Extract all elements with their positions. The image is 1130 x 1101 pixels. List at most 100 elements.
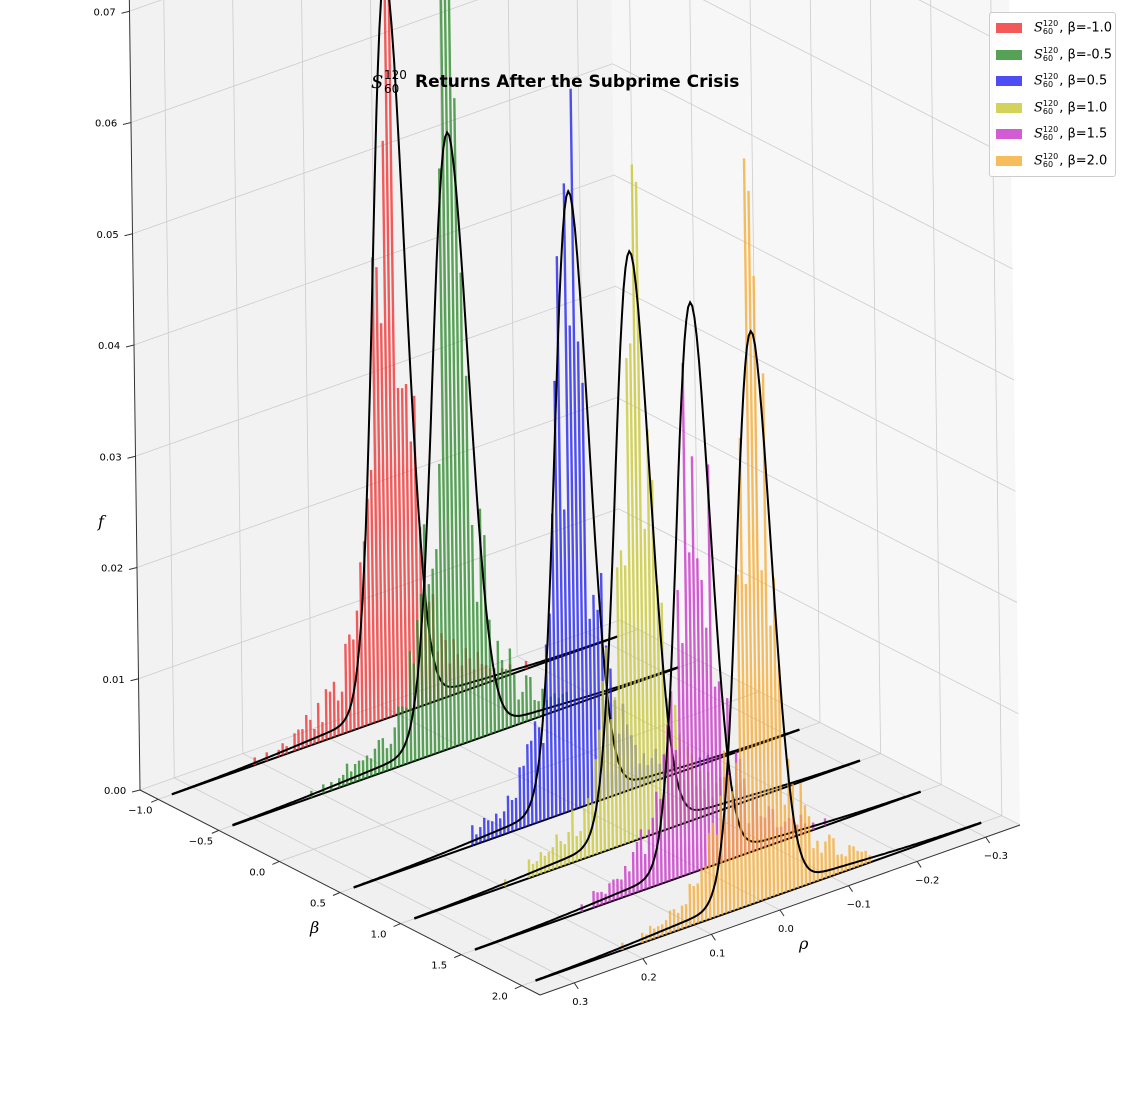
- hist-bar: [727, 775, 732, 912]
- hist-bar: [707, 832, 712, 920]
- hist-bar: [530, 740, 534, 825]
- legend-item: S 120 60, β=1.5: [996, 124, 1107, 144]
- gridline-z: [138, 508, 1019, 715]
- x-tick-label: −0.2: [915, 875, 939, 886]
- hist-bar: [381, 140, 392, 718]
- hist-bar: [747, 190, 760, 903]
- gridline-x-back: [163, 0, 175, 778]
- hist-bar: [655, 791, 659, 886]
- legend-label: S 120 60, β=-1.0: [1034, 19, 1113, 36]
- gridline-z: [133, 174, 1015, 381]
- z-tick-label: 0.04: [98, 341, 120, 352]
- hist-bar: [581, 382, 590, 805]
- z-tick-label: 0.03: [100, 452, 122, 463]
- hist-bar: [562, 183, 574, 811]
- hist-bar: [475, 601, 481, 739]
- hist-bar: [405, 707, 409, 764]
- x-tick-label: 0.0: [778, 924, 794, 935]
- hist-bar: [700, 868, 704, 922]
- gridline-x-back: [438, 0, 449, 681]
- gridline-y-back: [689, 0, 700, 661]
- gridline-z: [139, 619, 1021, 826]
- hist-bar: [340, 691, 344, 735]
- hist-bar: [669, 691, 675, 880]
- legend-item: S 120 60, β=0.5: [996, 71, 1107, 91]
- hist-bar: [736, 574, 744, 908]
- gridline-x-back: [301, 0, 312, 730]
- hist-bar: [427, 584, 433, 756]
- hist-bar: [696, 558, 703, 870]
- hist-bar: [379, 323, 388, 719]
- hist-bar: [371, 257, 380, 722]
- legend-label: S 120 60, β=2.0: [1034, 151, 1108, 169]
- hist-bar: [625, 358, 635, 842]
- hist-bar: [705, 627, 711, 867]
- legend-swatch: [996, 102, 1022, 113]
- fit-curve-1: [171, 0, 618, 796]
- x-tick-label: 0.2: [641, 973, 657, 984]
- z-tick-label: 0.06: [95, 119, 117, 130]
- hist-bar: [616, 567, 623, 846]
- hist-bar: [522, 765, 526, 828]
- y-tick-label: 2.0: [492, 992, 508, 1003]
- hist-bar: [752, 275, 764, 901]
- legend-item: S 120 60, β=-1.0: [996, 18, 1112, 38]
- hist-bar: [553, 380, 562, 815]
- hist-bar: [688, 552, 695, 873]
- hist-bar: [453, 98, 465, 744]
- hist-bar: [526, 744, 530, 826]
- z-tick-mark: [125, 344, 135, 348]
- hist-bar: [761, 373, 772, 898]
- hist-bar: [571, 809, 575, 863]
- z-tick-mark: [122, 122, 132, 125]
- x-tick-mark: [985, 836, 991, 844]
- x-tick-label: 0.1: [709, 948, 725, 959]
- gridline-x-back: [370, 0, 381, 706]
- gridline-z: [135, 285, 1016, 492]
- x-tick-label: 0.3: [572, 997, 588, 1008]
- fit-curve-5: [474, 300, 921, 951]
- hist-bar: [435, 549, 441, 753]
- hist-bar: [742, 158, 756, 904]
- fit-curve-4: [413, 249, 861, 920]
- hist-bar: [400, 388, 408, 712]
- z-tick-label: 0.05: [97, 230, 119, 241]
- z-tick-label: 0.01: [103, 675, 125, 686]
- hist-bar: [583, 808, 587, 859]
- hist-bar: [369, 469, 376, 723]
- hist-bar: [500, 659, 505, 730]
- hist-bar: [542, 742, 546, 821]
- hist-bar: [656, 584, 662, 832]
- hist-bar: [731, 791, 736, 911]
- legend-label: S 120 60, β=0.5: [1034, 72, 1108, 89]
- gridline-y-back: [809, 0, 821, 723]
- hist-bar: [791, 783, 796, 890]
- y-axis-label: β: [309, 918, 319, 937]
- series-layer: [171, 0, 982, 982]
- y-tick-mark: [332, 892, 341, 896]
- tick-labels: 0.00 0.01 0.02 0.03 0.04 0.05 0.06 0.07 −1.0 −0.5…: [94, 7, 1009, 1008]
- hist-bar: [646, 429, 654, 835]
- z-tick-mark: [127, 455, 136, 459]
- hist-bar: [601, 680, 607, 852]
- y-tick-label: 1.0: [371, 930, 387, 941]
- legend-label: S 120 60, β=1.5: [1034, 125, 1108, 142]
- series-4: [413, 164, 861, 920]
- hist-bar: [352, 639, 356, 730]
- y-tick-label: 1.5: [431, 961, 447, 972]
- hist-bar: [470, 524, 477, 740]
- hist-bar: [483, 535, 489, 736]
- x-tick-label: −0.3: [984, 851, 1008, 862]
- hist-bar: [568, 325, 578, 809]
- hist-bar: [690, 456, 699, 871]
- hist-bar: [738, 437, 748, 907]
- hist-bar: [623, 565, 631, 843]
- title-subscript: 60: [384, 82, 399, 96]
- hist-bar: [348, 634, 352, 732]
- hist-bar: [783, 804, 788, 893]
- hist-bar: [366, 498, 372, 725]
- y-tick-label: −0.5: [189, 836, 213, 847]
- title-symbol: S: [371, 72, 383, 93]
- hist-bar: [576, 341, 586, 807]
- hist-bar: [401, 706, 405, 766]
